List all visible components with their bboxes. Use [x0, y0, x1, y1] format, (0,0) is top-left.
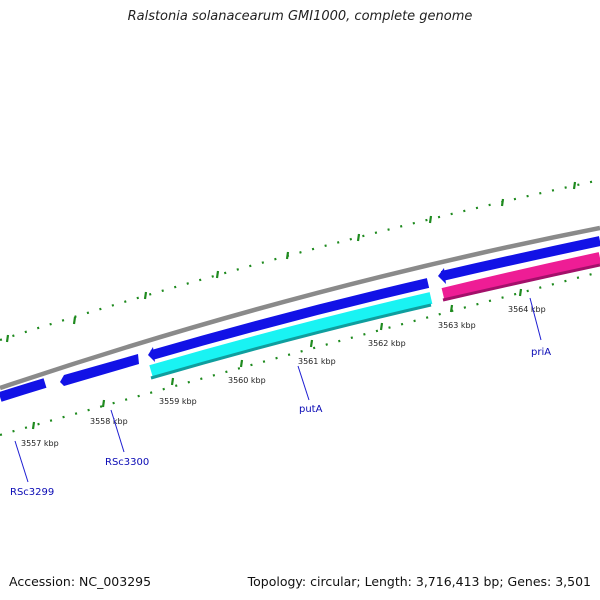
tick-label: 3561 kbp — [298, 357, 336, 366]
gene-arrow-rsc3299 — [0, 378, 47, 402]
gene-arrow-putA-head — [148, 347, 155, 362]
label-line-rsc3299 — [14, 440, 29, 483]
gene-label-putA: putA — [299, 404, 323, 415]
gene-label-rsc3299: RSc3299 — [10, 487, 54, 498]
tick-label: 3562 kbp — [368, 339, 406, 348]
gene-bar-priA — [441, 252, 600, 300]
accession-label: Accession: NC_003295 — [9, 574, 152, 589]
tick-label: 3558 kbp — [90, 417, 128, 426]
label-line-putA — [297, 365, 310, 401]
genome-summary: Topology: circular; Length: 3,716,413 bp… — [247, 574, 591, 589]
tick-label: 3563 kbp — [438, 321, 476, 330]
outer-major-ticks — [5, 181, 577, 343]
label-line-priA — [529, 297, 542, 341]
inner-tick-track — [0, 270, 600, 437]
gene-arrow-putA-upper — [150, 278, 430, 360]
outer-tick-track — [0, 178, 600, 342]
tick-label: 3564 kbp — [508, 305, 546, 314]
tick-label: 3559 kbp — [159, 397, 197, 406]
genome-backbone — [0, 225, 600, 391]
gene-bar-putA — [149, 292, 433, 377]
gene-arrow-rsc3300 — [60, 354, 139, 386]
gene-arrow-prii-head — [438, 268, 446, 284]
reverse-strand-genes — [149, 252, 600, 380]
map-title: Ralstonia solanacearum GMI1000, complete… — [127, 9, 473, 24]
inner-major-ticks — [31, 288, 523, 430]
gene-labels: RSc3299 RSc3300 putA priA — [10, 347, 551, 498]
tick-labels: 3557 kbp 3558 kbp 3559 kbp 3560 kbp 3561… — [21, 305, 546, 448]
gene-label-priA: priA — [531, 347, 551, 358]
gene-bar-putA-shadow — [150, 303, 432, 380]
gene-label-rsc3300: RSc3300 — [105, 457, 149, 468]
tick-label: 3560 kbp — [228, 376, 266, 385]
label-line-rsc3300 — [110, 409, 125, 453]
gene-arrow-prii-upper — [440, 236, 600, 281]
tick-label: 3557 kbp — [21, 439, 59, 448]
gene-label-lines — [14, 297, 542, 483]
gene-bar-priA-shadow — [442, 263, 600, 302]
forward-strand-genes — [0, 236, 600, 402]
